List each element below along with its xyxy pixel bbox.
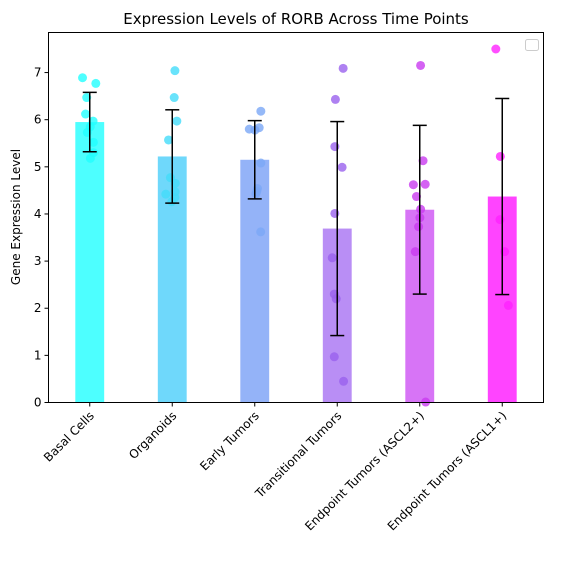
point-5-4: [503, 300, 513, 310]
x-axis: Basal Cells Organoids Early TumorsTransiti…: [41, 402, 509, 533]
chart-title: Expression Levels of RORB Across Time Po…: [123, 10, 469, 28]
point-1-7: [161, 189, 171, 199]
legend-box: [525, 39, 539, 51]
point-3-3: [337, 162, 347, 172]
point-0-7: [88, 137, 98, 147]
point-4-4: [411, 192, 421, 202]
point-5-0: [491, 44, 501, 54]
point-3-9: [339, 376, 349, 386]
point-3-8: [329, 352, 339, 362]
point-1-2: [172, 116, 182, 126]
point-2-4: [256, 158, 266, 168]
point-4-5: [416, 204, 426, 214]
y-tick-label-6: 6: [34, 113, 42, 127]
point-3-0: [338, 63, 348, 73]
x-tick-label-1: Organoids: [126, 409, 179, 462]
point-5-3: [500, 247, 510, 257]
point-4-0: [416, 60, 426, 70]
bar-0: [75, 122, 105, 403]
point-0-9: [85, 153, 95, 163]
point-2-7: [251, 189, 261, 199]
x-tick-label-3: Transitional Tumors: [252, 409, 345, 502]
point-3-7: [331, 294, 341, 304]
point-4-8: [410, 247, 420, 257]
point-3-5: [327, 253, 337, 263]
plot-frame: [48, 32, 544, 403]
y-tick-label-5: 5: [34, 160, 42, 174]
point-2-0: [256, 106, 266, 116]
y-tick-label-3: 3: [34, 254, 42, 268]
y-tick-label-4: 4: [34, 207, 42, 221]
point-4-2: [420, 179, 430, 189]
point-2-8: [256, 227, 266, 237]
bar-2: [240, 159, 270, 403]
x-tick-label-2: Early Tumors: [197, 409, 262, 474]
y-tick-label-1: 1: [34, 348, 42, 362]
point-3-1: [330, 94, 340, 104]
y-tick-label-0: 0: [34, 396, 42, 410]
point-0-1: [91, 78, 101, 88]
point-5-1: [495, 151, 505, 161]
y-axis-label: Gene Expression Level: [9, 149, 23, 285]
x-tick-label-0: Basal Cells: [41, 409, 97, 465]
point-0-3: [81, 109, 91, 119]
y-tick-label-2: 2: [34, 301, 42, 315]
point-1-3: [164, 135, 174, 145]
point-4-7: [414, 222, 424, 232]
point-4-3: [408, 180, 418, 190]
point-1-0: [170, 66, 180, 76]
bars-layer: [75, 122, 517, 403]
error-bars-layer: [82, 91, 510, 337]
point-1-1: [169, 93, 179, 103]
y-tick-label-7: 7: [34, 66, 42, 80]
y-axis: 0 1 2 3 4 5 6 7: [34, 66, 49, 410]
point-3-2: [330, 142, 340, 152]
point-1-5: [170, 178, 180, 188]
point-4-1: [418, 156, 428, 166]
point-0-2: [82, 93, 92, 103]
points-layer: [78, 44, 513, 407]
point-0-0: [78, 73, 88, 83]
point-5-2: [495, 215, 505, 225]
